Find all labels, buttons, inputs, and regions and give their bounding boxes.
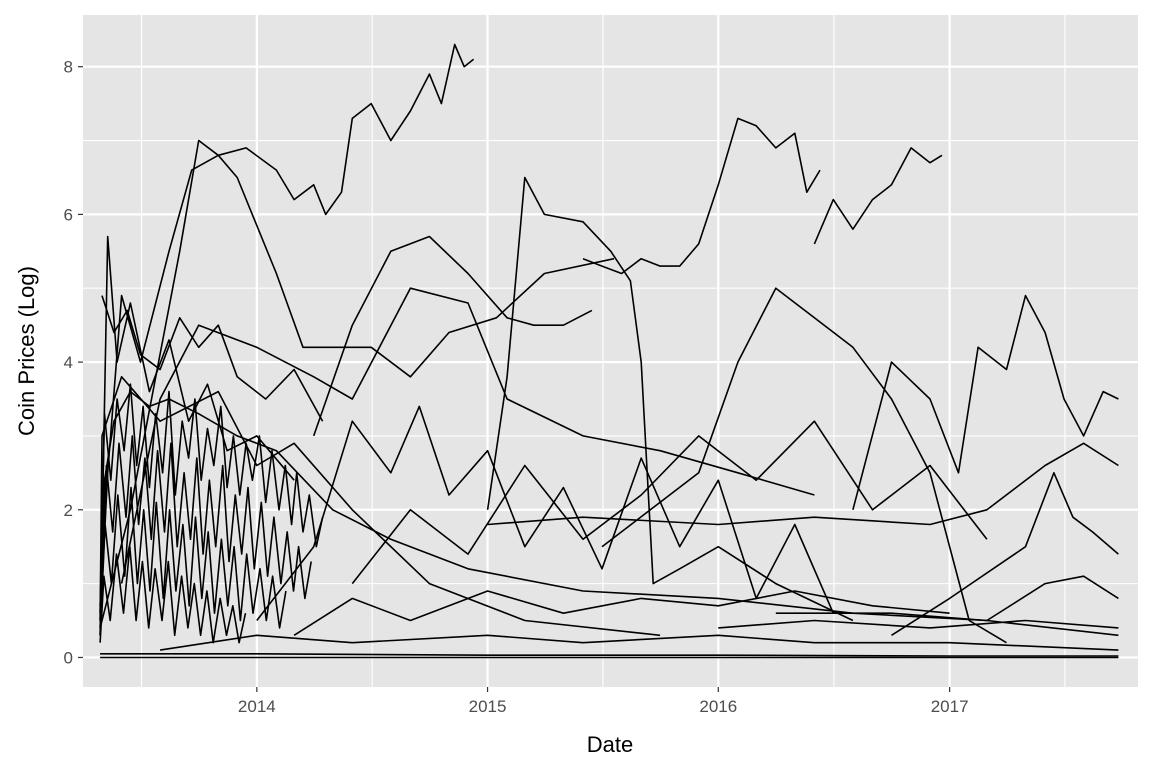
x-axis: 2014 2015 2016 2017 [238, 687, 969, 716]
y-axis: 0 2 4 6 8 [64, 58, 83, 667]
series-line-16 [99, 383, 324, 614]
series-line-24 [293, 590, 950, 636]
series-line-8 [601, 287, 1007, 644]
series-line-4 [99, 139, 615, 629]
y-tick-label: 4 [64, 353, 73, 372]
series-line-14 [99, 390, 1119, 637]
series-line-18 [99, 486, 287, 636]
y-tick-label: 6 [64, 205, 73, 224]
y-tick-label: 0 [64, 648, 73, 667]
y-axis-title: Coin Prices (Log) [14, 266, 39, 436]
series-line-26 [100, 653, 1119, 657]
series-line-15 [99, 376, 661, 637]
series-line-22 [256, 405, 835, 621]
series-line-20 [101, 295, 324, 422]
series-line-23 [351, 420, 988, 585]
series-line-6 [312, 235, 593, 437]
x-tick-label: 2017 [931, 697, 969, 716]
series-line-10 [487, 442, 1119, 526]
series-line-9 [852, 294, 1119, 511]
x-tick-label: 2015 [469, 697, 507, 716]
x-tick-label: 2016 [699, 697, 737, 716]
y-tick-label: 2 [64, 501, 73, 520]
series-line-3 [813, 147, 943, 245]
series-line-5 [486, 176, 854, 622]
x-axis-title: Date [587, 732, 633, 757]
series-line-19 [99, 545, 247, 644]
x-tick-label: 2014 [238, 697, 276, 716]
series-line-1 [99, 43, 475, 621]
series-line-7 [120, 287, 815, 584]
y-tick-label: 8 [64, 58, 73, 77]
plot-panel [83, 15, 1138, 687]
series-line-13 [718, 619, 1119, 629]
series-line-21 [99, 235, 295, 636]
series-line-11 [891, 472, 1119, 636]
series-line-17 [99, 435, 312, 628]
series-line-12 [775, 575, 1119, 622]
series-line-25 [159, 634, 1119, 651]
series-layer [99, 43, 1119, 659]
